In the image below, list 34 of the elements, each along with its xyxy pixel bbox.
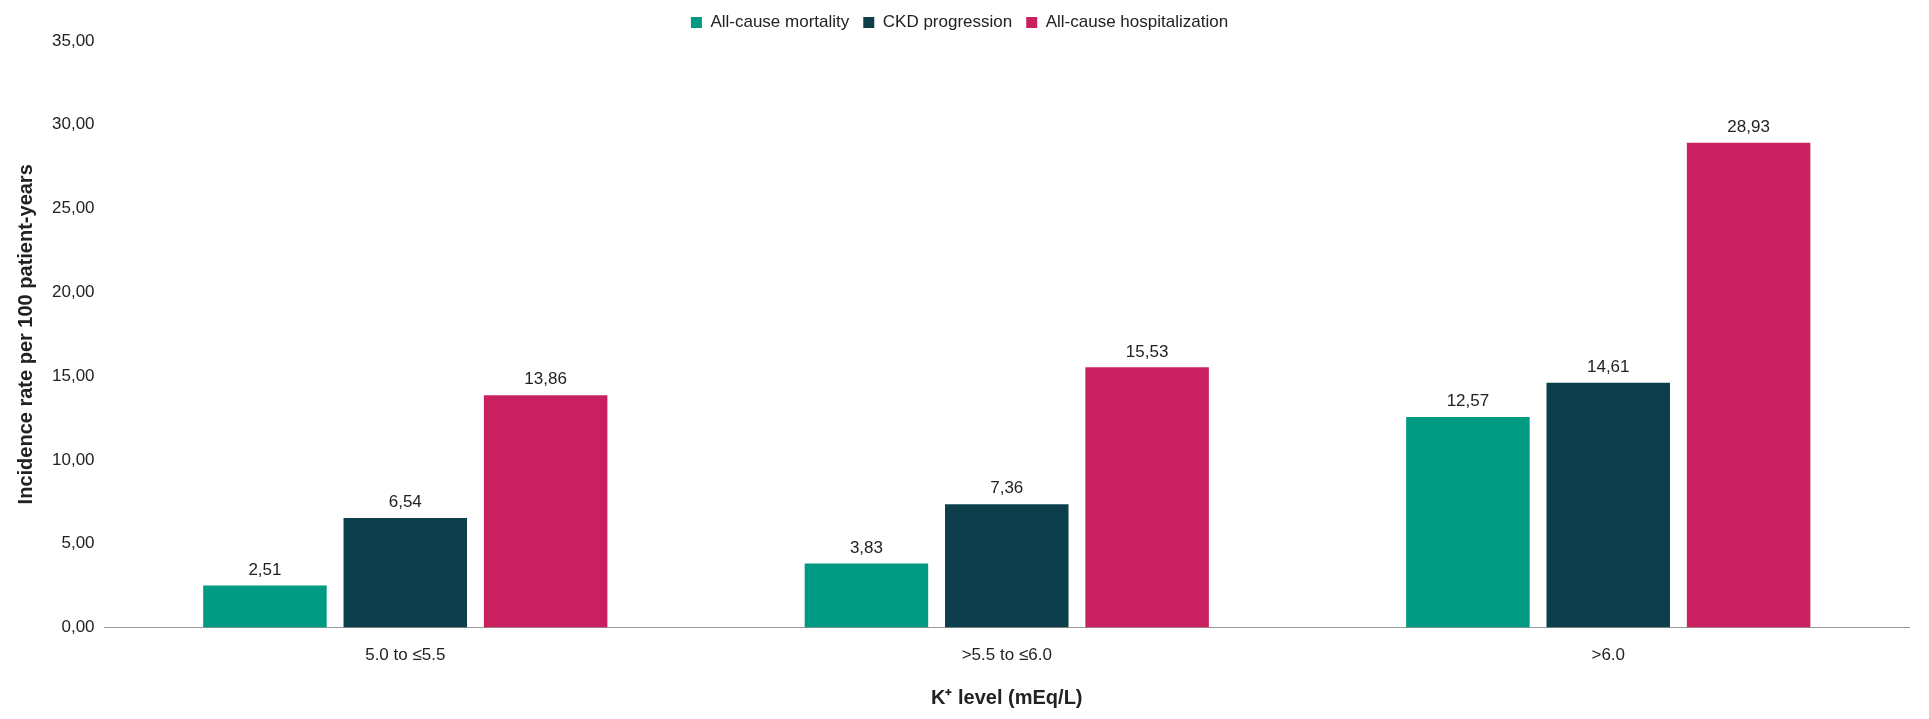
data-label: 2,51 [248,559,282,579]
legend-label: CKD progression [882,12,1013,32]
y-tick-label: 5,00 [61,533,95,553]
bar [804,563,929,628]
data-label: 28,93 [1727,116,1770,136]
bar [343,517,468,628]
data-label: 15,53 [1125,341,1169,361]
y-axis-title: Incidence rate per 100 patient-years [13,164,36,505]
y-tick-label: 30,00 [51,114,95,134]
y-tick-label: 0,00 [61,617,95,637]
data-label: 7,36 [990,478,1024,498]
x-tick-label: 5.0 to ≤5.5 [365,645,446,665]
legend-label: All-cause hospitalization [1045,12,1229,32]
x-tick-label: >6.0 [1591,645,1626,665]
bar [203,585,327,628]
x-tick-label: >5.5 to ≤6.0 [961,645,1052,665]
bar [1686,142,1811,628]
bar [1406,416,1530,628]
data-label: 13,86 [524,369,567,389]
y-tick-label: 10,00 [51,449,95,469]
y-tick-label: 35,00 [51,30,95,50]
bar [483,395,608,628]
bar [1085,367,1209,628]
data-label: 12,57 [1446,391,1490,411]
y-tick-label: 15,00 [51,365,95,385]
data-label: 14,61 [1586,356,1630,376]
x-axis-title: K⁺ level (mEq/L) [931,685,1083,708]
bar [945,504,1069,628]
y-tick-label: 25,00 [51,198,95,218]
y-tick-label: 20,00 [51,282,95,302]
legend-label: All-cause mortality [710,12,850,32]
bar [1546,382,1671,628]
data-label: 3,83 [849,537,883,557]
data-label: 6,54 [388,492,422,512]
